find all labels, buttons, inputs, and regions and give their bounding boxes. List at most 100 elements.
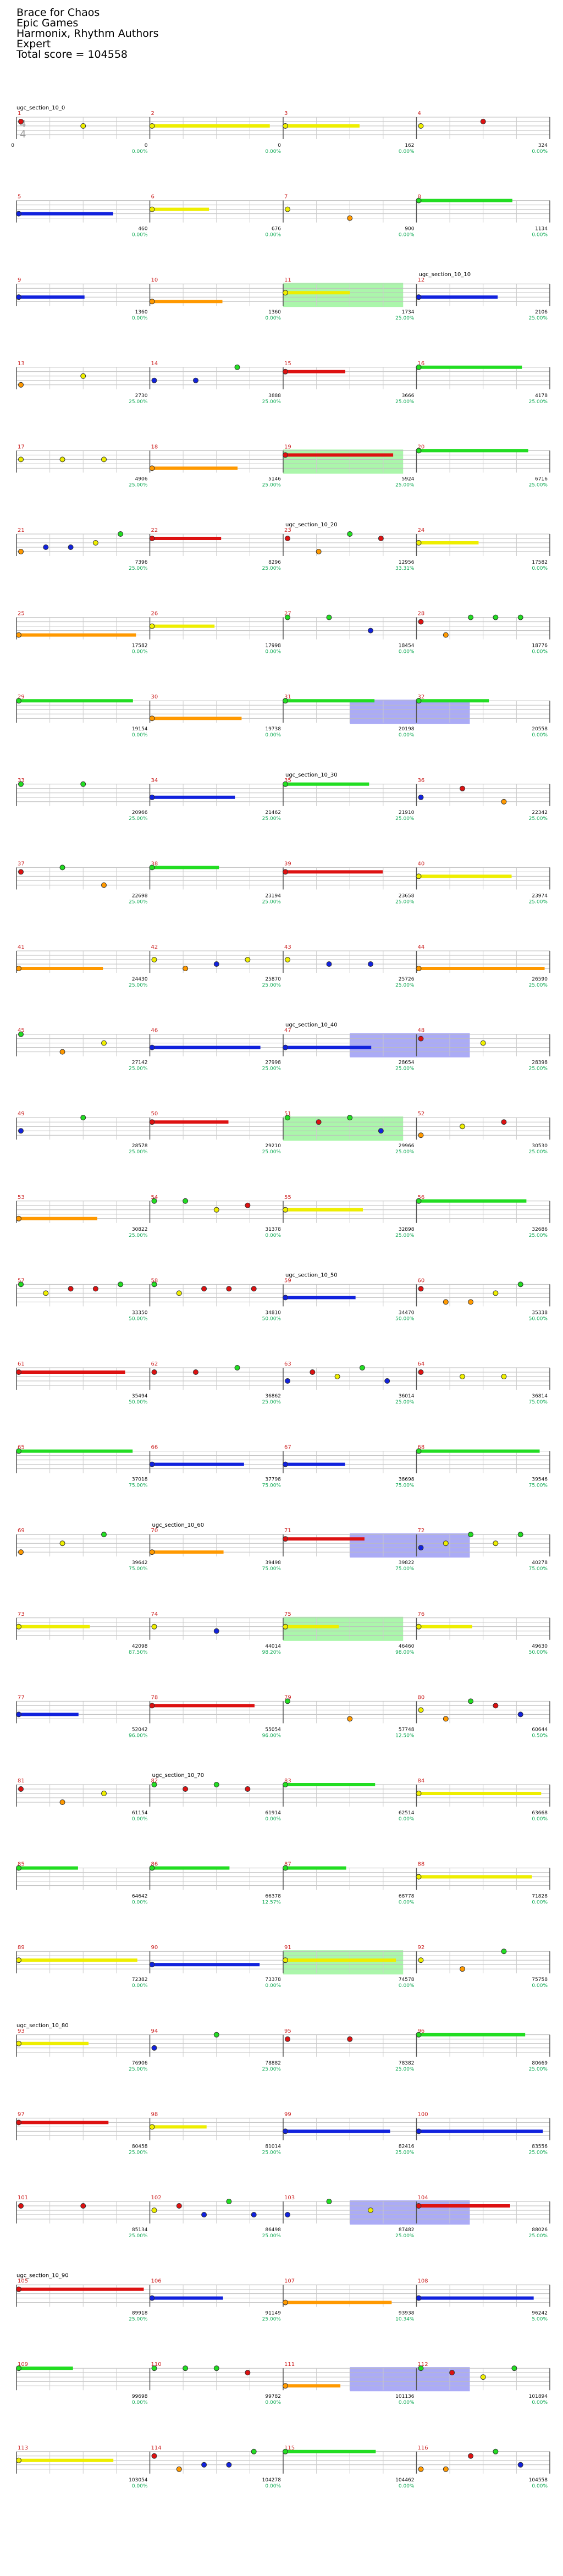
row-end-score: 88026 <box>532 2227 548 2233</box>
note-gem <box>285 614 290 620</box>
measure-percent: 98.00% <box>395 1650 415 1655</box>
section-label: ugc_section_10_30 <box>285 772 338 778</box>
measure-score: 101136 <box>395 2394 415 2399</box>
measure-number: 57 <box>18 1278 25 1284</box>
measure-number: 21 <box>18 527 25 533</box>
row-end-score: 17582 <box>532 560 548 565</box>
measure-percent: 25.00% <box>395 482 415 488</box>
measure-percent: 33.31% <box>395 566 415 571</box>
measure-number: 68 <box>418 1445 425 1451</box>
note-gem <box>151 377 157 383</box>
measure-percent: 25.00% <box>129 2150 148 2155</box>
measure-score: 0 <box>145 143 148 148</box>
row-end-score: 20558 <box>532 726 548 732</box>
note-gem <box>416 966 422 971</box>
note-gem <box>183 2365 189 2371</box>
note-gem <box>151 1369 157 1375</box>
measure-score: 39642 <box>132 1560 148 1566</box>
measure-score: 3666 <box>402 393 415 399</box>
measure-score: 61154 <box>132 1810 148 1816</box>
measure-number: 94 <box>151 2028 158 2034</box>
measure-number: 77 <box>18 1694 25 1700</box>
note-gem <box>285 1378 290 1384</box>
note-gem <box>416 2128 422 2134</box>
measure-percent: 25.00% <box>262 2150 282 2155</box>
note-gem <box>18 456 24 463</box>
note-gem <box>149 123 155 129</box>
measure-score: 162 <box>405 143 414 148</box>
measure-number: 75 <box>284 1611 291 1617</box>
note-gem <box>151 2365 157 2371</box>
measure-score: 0 <box>11 143 14 148</box>
measure-percent: 50.00% <box>129 1400 148 1405</box>
note-gem <box>416 197 422 203</box>
note-gem <box>80 373 86 379</box>
measure-number: 71 <box>284 1528 291 1534</box>
measure-percent: 12.50% <box>395 1733 415 1738</box>
measure-score: 12956 <box>399 560 415 565</box>
measure-score: 76906 <box>132 2061 148 2066</box>
measure-number: 37 <box>18 861 25 867</box>
measure-score: 85134 <box>132 2227 148 2233</box>
row-end-score: 60644 <box>532 1727 548 1732</box>
measure-percent: 25.00% <box>395 899 415 905</box>
measure-percent: 12.57% <box>262 1900 282 1906</box>
measure-number: 12 <box>418 277 425 283</box>
note-gem <box>283 452 288 458</box>
note-gem <box>149 1865 155 1871</box>
measure-number: 8 <box>418 194 421 200</box>
measure-score: 31378 <box>265 1227 281 1232</box>
note-gem <box>80 1115 86 1121</box>
measure-score: 37018 <box>132 1477 148 1483</box>
row-end-score: 324 <box>538 143 548 148</box>
measure-number: 51 <box>284 1111 291 1117</box>
measure-number: 114 <box>151 2445 162 2451</box>
measure-score: 30822 <box>132 1227 148 1232</box>
measure-number: 110 <box>151 2362 162 2368</box>
measure-number: 74 <box>151 1611 158 1617</box>
row-end-percent: 25.00% <box>529 2233 548 2239</box>
note-gem <box>285 2212 290 2217</box>
time-signature-bottom: 4 <box>20 129 26 140</box>
measure-number: 20 <box>418 444 425 450</box>
note-gem <box>285 1115 290 1121</box>
note-gem <box>283 368 288 375</box>
note-gem <box>16 698 21 704</box>
note-gem <box>468 1299 474 1305</box>
note-gem <box>16 1711 21 1718</box>
measure-percent: 0.00% <box>132 1817 148 1822</box>
row-end-score: 35338 <box>532 1310 548 1315</box>
measure-number: 13 <box>18 361 25 367</box>
note-gem <box>418 1545 424 1551</box>
note-gem <box>118 1281 124 1287</box>
measure-score: 17582 <box>132 643 148 649</box>
note-gem <box>418 1707 424 1713</box>
time-signature-top: 4 <box>20 118 26 130</box>
note-gem <box>316 549 322 554</box>
measure-percent: 0.00% <box>265 1817 281 1822</box>
note-gem <box>151 1281 157 1287</box>
measure-score: 42098 <box>132 1644 148 1649</box>
measure-score: 27998 <box>265 1060 281 1066</box>
measure-score: 81014 <box>265 2144 281 2149</box>
measure-percent: 0.00% <box>399 149 415 155</box>
note-gem <box>183 1198 189 1204</box>
measure-number: 116 <box>418 2445 428 2451</box>
measure-percent: 25.00% <box>395 1400 415 1405</box>
note-gem <box>418 2365 424 2371</box>
measure-percent: 25.00% <box>129 2317 148 2322</box>
measure-percent: 25.00% <box>262 1149 282 1155</box>
row-end-score: 6716 <box>535 476 548 482</box>
measure-percent: 25.00% <box>262 983 282 988</box>
measure-percent: 25.00% <box>395 1233 415 1239</box>
note-gem <box>283 2299 288 2305</box>
note-gem <box>283 1623 288 1630</box>
section-label: ugc_section_10_50 <box>285 1272 338 1278</box>
measure-number: 86 <box>151 1862 158 1868</box>
measure-percent: 0.00% <box>399 2400 415 2406</box>
measure-percent: 75.00% <box>395 1483 415 1489</box>
measure-number: 45 <box>18 1028 25 1034</box>
measure-number: 63 <box>284 1361 291 1367</box>
note-gem <box>468 614 474 620</box>
note-gem <box>283 869 288 875</box>
